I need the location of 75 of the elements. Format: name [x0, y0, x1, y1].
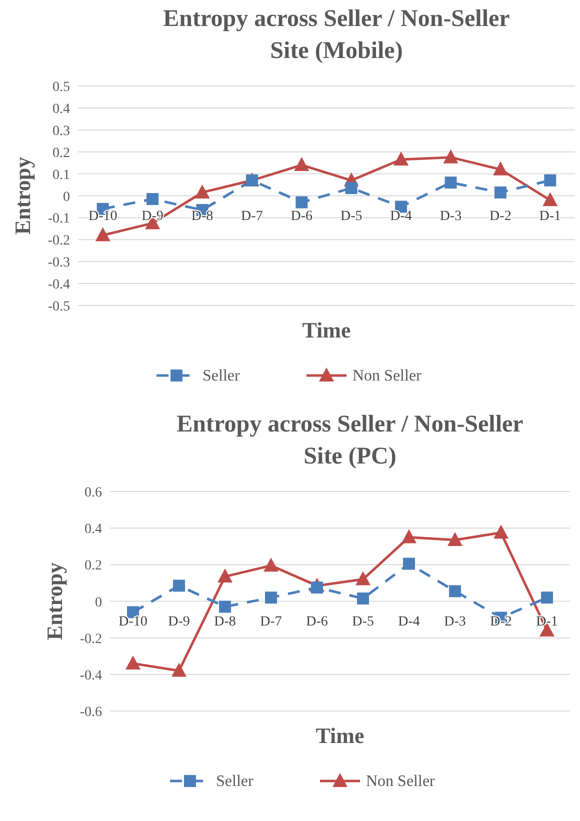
point: [296, 196, 308, 208]
x-tick-label: D-3: [440, 208, 462, 224]
y-tick-label: -0.1: [48, 212, 70, 227]
x-axis-title: Time: [316, 723, 364, 748]
point: [172, 662, 186, 677]
chart-title: Entropy across Seller / Non-Seller Site (PC): [176, 412, 524, 470]
x-tick-label: D-5: [340, 208, 362, 224]
point: [492, 161, 508, 176]
y-tick-label: 0: [63, 190, 70, 205]
y-tick-label: -0.2: [48, 234, 70, 249]
x-tick-label: D-2: [490, 614, 512, 630]
point: [265, 592, 277, 604]
x-tick-label: D-10: [118, 614, 148, 630]
point: [356, 571, 370, 586]
point: [345, 182, 358, 194]
point: [542, 192, 558, 206]
y-tick-label: 0.4: [84, 522, 102, 538]
x-tick-label: D-6: [290, 208, 313, 224]
point: [494, 186, 506, 198]
x-tick-label: D-10: [88, 208, 118, 224]
point: [194, 184, 210, 198]
point: [402, 529, 416, 544]
point: [394, 152, 409, 166]
y-tick-label: 0.6: [84, 486, 102, 500]
y-tick-label: 0.1: [52, 168, 70, 183]
point: [448, 532, 462, 546]
x-tick-label: D-7: [241, 208, 263, 224]
legend-label: Non Seller: [366, 773, 436, 790]
x-tick-label: D-8: [214, 614, 236, 630]
legend-label: Seller: [216, 773, 254, 790]
x-axis-title: Time: [302, 318, 351, 342]
x-tick-label: D-9: [168, 614, 190, 630]
x-tick-label: D-8: [191, 208, 214, 224]
y-tick-label: -0.5: [48, 300, 70, 314]
point: [403, 558, 415, 570]
point: [219, 600, 231, 613]
point: [95, 227, 110, 242]
point: [294, 157, 310, 172]
y-axis-title: Entropy: [10, 156, 35, 235]
x-tick-label: D-5: [352, 614, 374, 630]
point: [544, 174, 556, 186]
x-tick-label: D-6: [306, 614, 328, 630]
point: [146, 193, 159, 206]
y-tick-label: -0.3: [48, 256, 70, 271]
x-tick-label: D-2: [490, 208, 512, 224]
point: [126, 655, 140, 670]
point: [541, 592, 553, 604]
y-axis-title: Entropy: [42, 562, 67, 640]
y-tick-label: -0.6: [80, 705, 102, 720]
point: [449, 585, 461, 598]
point: [218, 568, 232, 583]
x-tick-label: D-3: [444, 614, 466, 630]
point: [264, 558, 278, 572]
point: [444, 176, 457, 189]
y-tick-label: 0.2: [52, 146, 70, 161]
point: [443, 149, 458, 164]
y-tick-label: -0.2: [80, 632, 102, 647]
x-tick-label: D-7: [260, 614, 282, 630]
y-tick-label: 0.5: [52, 80, 70, 95]
y-tick-label: -0.4: [80, 668, 102, 684]
x-tick-label: D-4: [390, 208, 412, 224]
point: [311, 582, 323, 594]
point: [357, 592, 369, 605]
y-tick-label: 0.2: [84, 558, 102, 574]
legend-label: Non Seller: [352, 368, 422, 384]
x-tick-label: D-4: [398, 614, 420, 630]
y-tick-label: 0.4: [52, 102, 70, 117]
point: [494, 524, 508, 539]
y-tick-label: 0: [95, 595, 102, 610]
y-tick-label: -0.4: [48, 278, 70, 293]
chart-title: Entropy across Seller / Non-Seller Site (Mobile): [163, 6, 510, 64]
y-tick-label: 0.3: [52, 124, 70, 139]
x-tick-label: D-1: [539, 208, 562, 224]
legend-label: Seller: [202, 368, 240, 384]
point: [173, 580, 185, 592]
